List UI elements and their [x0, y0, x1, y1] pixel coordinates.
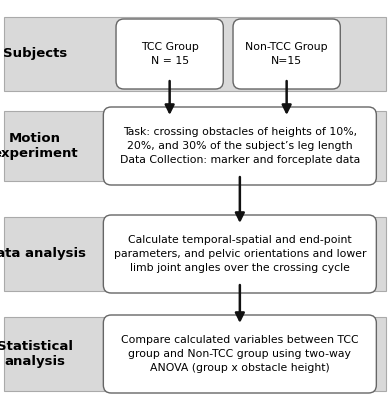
FancyBboxPatch shape [103, 215, 376, 293]
Text: Statistical
analysis: Statistical analysis [0, 340, 73, 368]
Text: Calculate temporal-spatial and end-point
parameters, and pelvic orientations and: Calculate temporal-spatial and end-point… [113, 235, 366, 273]
Text: Task: crossing obstacles of heights of 10%,
20%, and 30% of the subject’s leg le: Task: crossing obstacles of heights of 1… [120, 127, 360, 165]
Text: Data analysis: Data analysis [0, 248, 85, 260]
FancyBboxPatch shape [4, 17, 386, 91]
Text: Subjects: Subjects [3, 48, 67, 60]
Text: TCC Group
N = 15: TCC Group N = 15 [141, 42, 199, 66]
Text: Motion
experiment: Motion experiment [0, 132, 78, 160]
Text: Compare calculated variables between TCC
group and Non-TCC group using two-way
A: Compare calculated variables between TCC… [121, 335, 359, 373]
FancyBboxPatch shape [233, 19, 340, 89]
FancyBboxPatch shape [4, 317, 386, 391]
FancyBboxPatch shape [103, 107, 376, 185]
Text: Non-TCC Group
N=15: Non-TCC Group N=15 [245, 42, 328, 66]
FancyBboxPatch shape [4, 111, 386, 181]
FancyBboxPatch shape [116, 19, 223, 89]
FancyBboxPatch shape [4, 217, 386, 291]
FancyBboxPatch shape [103, 315, 376, 393]
